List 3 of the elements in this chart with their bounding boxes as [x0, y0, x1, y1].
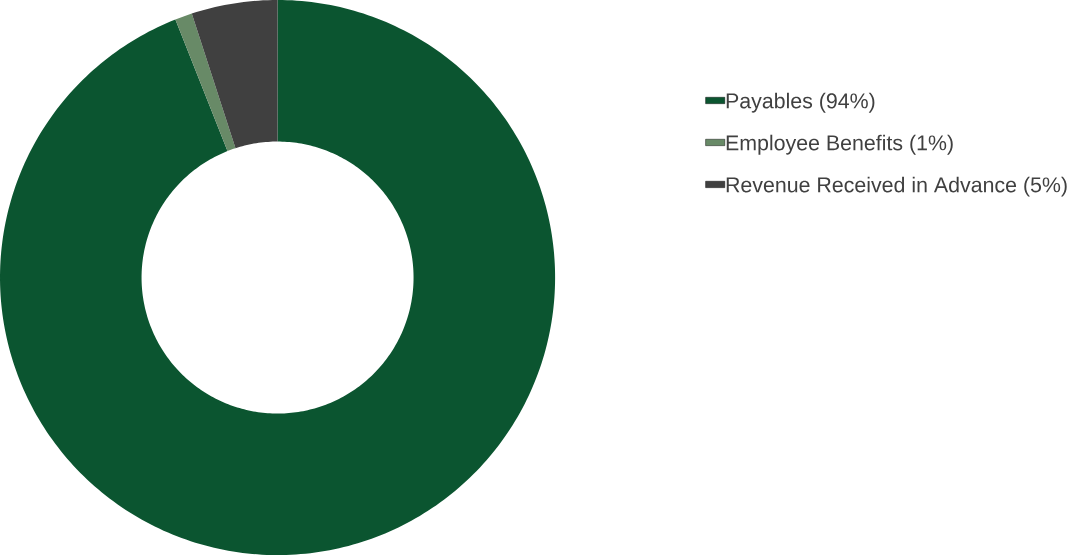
legend-label: Payables (94%) — [726, 92, 875, 113]
legend-label: Revenue Received in Advance (5%) — [726, 176, 1067, 197]
legend-label: Employee Benefits (1%) — [726, 134, 953, 155]
